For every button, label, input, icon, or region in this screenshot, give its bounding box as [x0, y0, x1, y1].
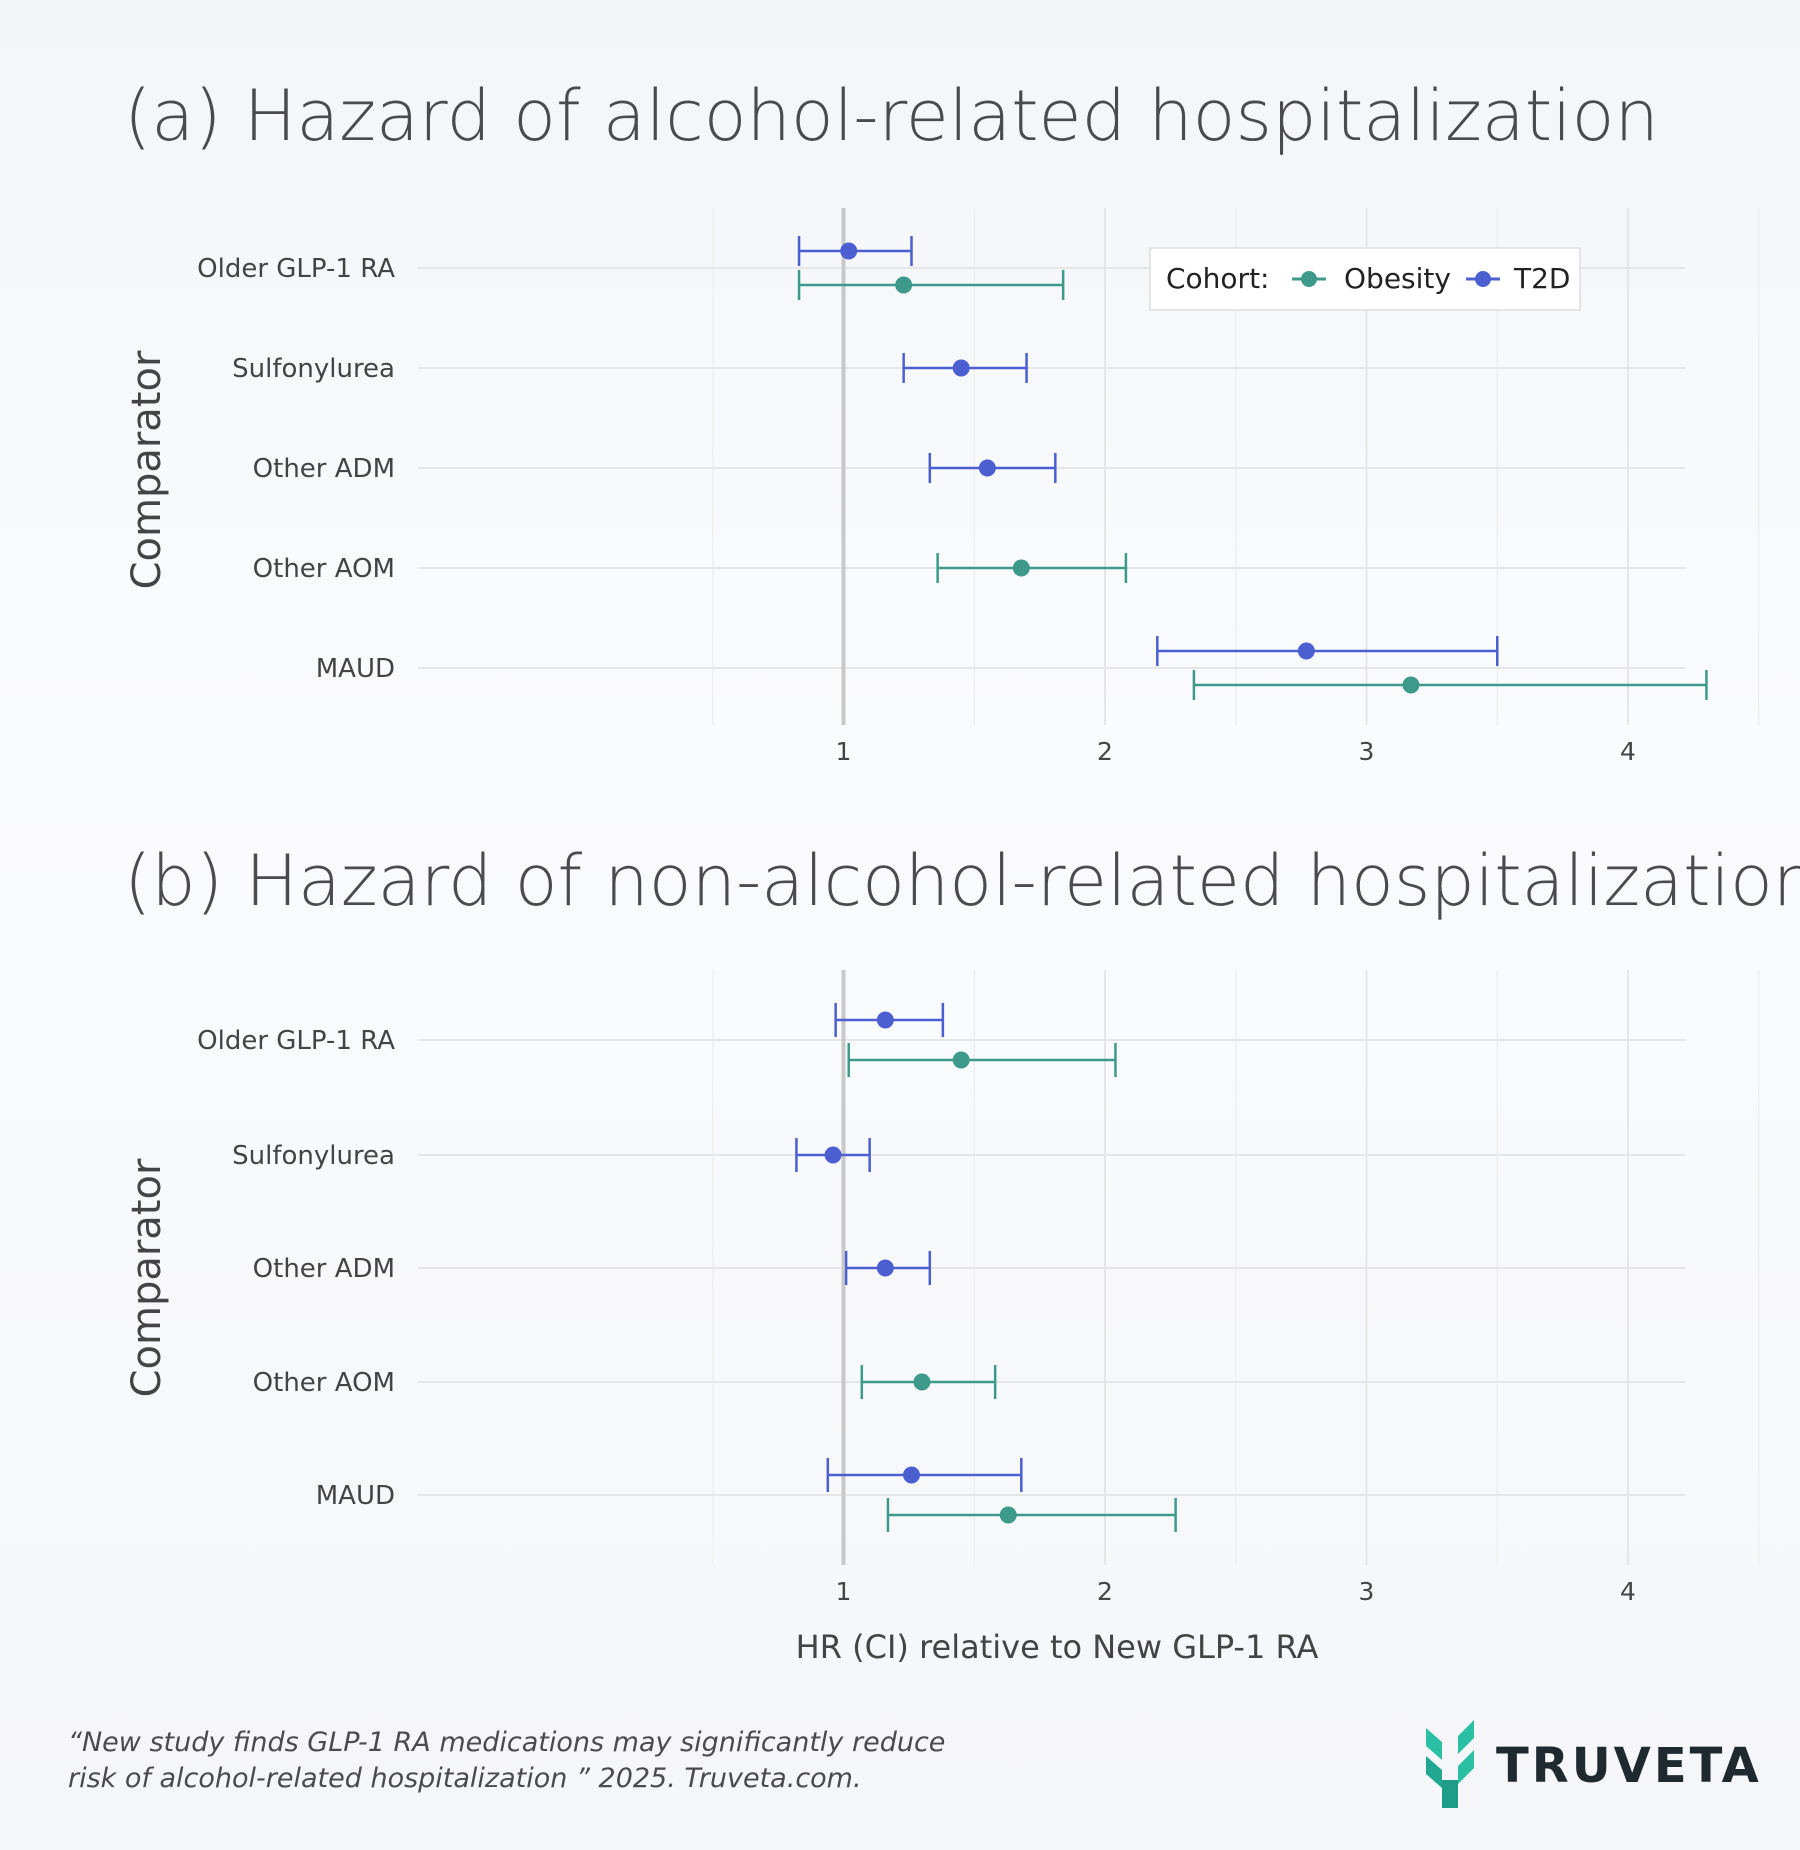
- y-category-label-sulfonylurea: Sulfonylurea: [232, 1141, 395, 1171]
- ci-group-t2d-other-adm: [844, 1251, 932, 1285]
- hr-point-t2d-sulfonylurea: [824, 1146, 842, 1164]
- truveta-sprout-icon: [1426, 1720, 1474, 1808]
- hr-point-obesity-other-aom: [913, 1373, 931, 1391]
- y-category-label-other-aom: Other AOM: [253, 1368, 395, 1398]
- hr-point-obesity-older-glp-1-ra: [952, 1051, 970, 1069]
- legend: Cohort: Obesity T2D: [1149, 247, 1581, 311]
- chart-title-b: (b) Hazard of non-alcohol-related hospit…: [124, 840, 1800, 922]
- x-tick-label-4: 4: [1620, 737, 1636, 766]
- x-axis-title: HR (CI) relative to New GLP-1 RA: [796, 1628, 1319, 1666]
- ci-group-obesity-maud: [1192, 670, 1708, 700]
- ci-group-t2d-sulfonylurea: [902, 353, 1028, 383]
- hr-point-obesity-older-glp-1-ra: [895, 276, 913, 294]
- citation-text: “New study finds GLP-1 RA medications ma…: [68, 1727, 946, 1794]
- x-tick-label-3: 3: [1359, 737, 1375, 766]
- hr-point-obesity-maud: [1402, 676, 1420, 694]
- ci-group-obesity-other-aom: [860, 1365, 997, 1399]
- legend-t2d-label: T2D: [1513, 262, 1570, 295]
- y-axis-title-a: Comparator: [124, 350, 170, 589]
- hr-point-t2d-maud: [902, 1466, 920, 1484]
- hr-point-t2d-sulfonylurea: [952, 359, 970, 377]
- x-tick-label-1: 1: [836, 737, 852, 766]
- y-category-label-maud: MAUD: [316, 1481, 395, 1511]
- y-category-label-sulfonylurea: Sulfonylurea: [232, 354, 395, 384]
- ci-group-t2d-other-adm: [928, 453, 1057, 483]
- ci-group-t2d-sulfonylurea: [795, 1138, 871, 1172]
- y-category-label-other-adm: Other ADM: [253, 1254, 395, 1284]
- legend-obesity-marker: [1301, 271, 1317, 287]
- chart-title-a: (a) Hazard of alcohol-related hospitaliz…: [124, 75, 1659, 157]
- ci-group-t2d-older-glp-1-ra: [834, 1003, 945, 1037]
- hr-point-t2d-older-glp-1-ra: [876, 1011, 894, 1029]
- x-tick-label-1: 1: [836, 1577, 852, 1606]
- y-category-label-older-glp-1-ra: Older GLP-1 RA: [197, 1026, 395, 1056]
- brand-logo: TRUVETA: [1420, 1720, 1760, 1810]
- y-axis-title-b: Comparator: [124, 1158, 170, 1397]
- x-tick-label-3: 3: [1359, 1577, 1375, 1606]
- x-tick-label-2: 2: [1097, 1577, 1113, 1606]
- hr-point-obesity-maud: [999, 1506, 1017, 1524]
- ci-group-t2d-maud: [1156, 636, 1499, 666]
- ci-group-obesity-older-glp-1-ra: [797, 270, 1065, 300]
- ci-group-t2d-maud: [826, 1458, 1023, 1492]
- y-category-label-maud: MAUD: [316, 654, 395, 684]
- x-tick-label-4: 4: [1620, 1577, 1636, 1606]
- brand-name: TRUVETA: [1496, 1738, 1762, 1794]
- hr-point-obesity-other-aom: [1012, 559, 1030, 577]
- ci-group-obesity-other-aom: [936, 553, 1128, 583]
- y-category-label-older-glp-1-ra: Older GLP-1 RA: [197, 254, 395, 284]
- y-category-label-other-aom: Other AOM: [253, 554, 395, 584]
- legend-title: Cohort:: [1166, 262, 1269, 295]
- ci-group-obesity-maud: [886, 1498, 1177, 1532]
- panel-b: (b) Hazard of non-alcohol-related hospit…: [124, 840, 1800, 1606]
- y-category-label-other-adm: Other ADM: [253, 454, 395, 484]
- hr-point-t2d-other-adm: [978, 459, 996, 477]
- ci-group-obesity-older-glp-1-ra: [847, 1043, 1117, 1077]
- panel-a: (a) Hazard of alcohol-related hospitaliz…: [124, 75, 1760, 766]
- hr-point-t2d-other-adm: [876, 1259, 894, 1277]
- legend-t2d-marker: [1475, 271, 1491, 287]
- hr-point-t2d-older-glp-1-ra: [840, 242, 858, 260]
- x-tick-label-2: 2: [1097, 737, 1113, 766]
- hr-point-t2d-maud: [1297, 642, 1315, 660]
- legend-obesity-label: Obesity: [1344, 262, 1451, 295]
- legend-box: [1149, 247, 1581, 311]
- ci-group-t2d-older-glp-1-ra: [797, 236, 913, 266]
